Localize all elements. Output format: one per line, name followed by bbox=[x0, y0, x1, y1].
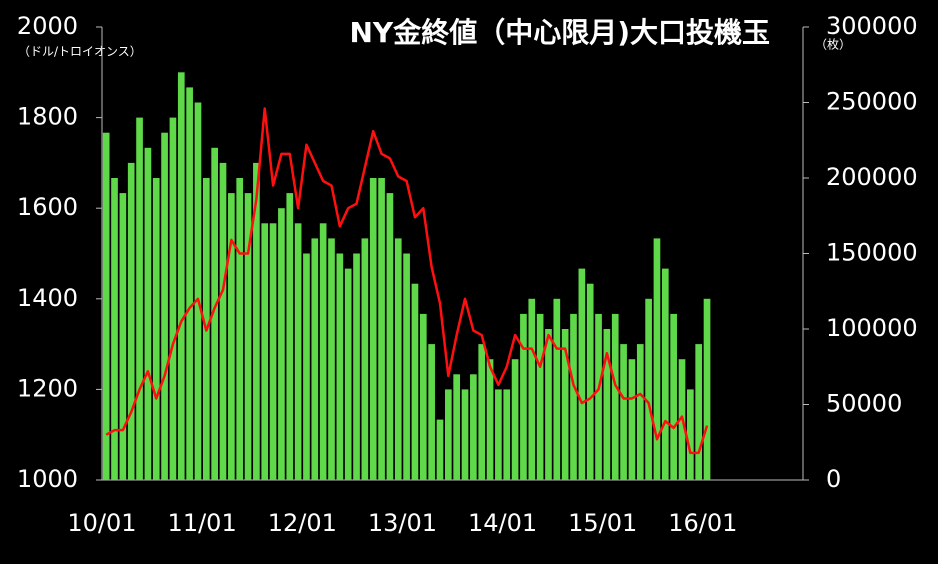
bar bbox=[661, 268, 669, 480]
bar bbox=[278, 208, 285, 480]
bar bbox=[461, 389, 469, 480]
bar bbox=[561, 329, 569, 480]
bar bbox=[570, 313, 577, 480]
bar bbox=[495, 389, 502, 480]
bar bbox=[394, 238, 402, 480]
bar bbox=[403, 253, 410, 480]
x-tick-label: 11/01 bbox=[168, 509, 237, 537]
bar bbox=[253, 162, 260, 480]
bar bbox=[236, 178, 244, 480]
bar bbox=[102, 132, 110, 480]
bar bbox=[186, 87, 193, 481]
bar bbox=[136, 117, 143, 480]
bar bbox=[344, 268, 352, 480]
x-tick-label: 16/01 bbox=[668, 509, 737, 537]
bar bbox=[536, 313, 544, 480]
bar bbox=[603, 329, 611, 480]
x-tick-label: 15/01 bbox=[568, 509, 637, 537]
bar bbox=[511, 359, 519, 480]
bar bbox=[553, 298, 561, 480]
bar bbox=[411, 283, 419, 480]
bar bbox=[111, 178, 118, 480]
bar bbox=[453, 374, 461, 480]
bar bbox=[645, 298, 652, 480]
x-tick-label: 14/01 bbox=[468, 509, 537, 537]
bar bbox=[194, 102, 202, 480]
bar bbox=[144, 147, 152, 481]
bar bbox=[303, 253, 310, 480]
bar bbox=[687, 389, 694, 480]
bar bbox=[261, 223, 269, 481]
y-tick-label: 1200 bbox=[17, 374, 78, 402]
bar bbox=[119, 193, 127, 480]
bar bbox=[444, 389, 452, 480]
bar bbox=[628, 359, 636, 480]
y2-tick-label: 0 bbox=[826, 465, 841, 493]
bar bbox=[353, 253, 360, 480]
bar bbox=[244, 193, 252, 480]
bar bbox=[286, 193, 294, 480]
bar bbox=[578, 268, 586, 480]
bar bbox=[169, 117, 177, 480]
y2-tick-label: 150000 bbox=[826, 239, 918, 267]
bar bbox=[269, 223, 277, 481]
bar bbox=[670, 313, 677, 480]
bar bbox=[294, 223, 302, 481]
y-tick-label: 1000 bbox=[17, 465, 78, 493]
bar bbox=[311, 238, 319, 480]
bar bbox=[528, 298, 536, 480]
bar bbox=[328, 238, 335, 480]
bar bbox=[219, 162, 227, 480]
bar bbox=[336, 253, 344, 480]
bar bbox=[161, 132, 168, 480]
bar bbox=[361, 238, 369, 480]
bar bbox=[177, 72, 185, 481]
y-tick-label: 2000 bbox=[17, 12, 78, 40]
bar bbox=[127, 162, 135, 480]
bar bbox=[520, 313, 527, 480]
line bbox=[105, 107, 709, 455]
y2-tick-label: 100000 bbox=[826, 314, 918, 342]
bar bbox=[545, 329, 552, 480]
y-tick-label: 1400 bbox=[17, 284, 78, 312]
bar bbox=[486, 359, 494, 480]
bar bbox=[319, 223, 327, 481]
bar bbox=[620, 344, 627, 480]
bar bbox=[611, 313, 619, 480]
bar bbox=[695, 344, 703, 480]
x-tick-label: 12/01 bbox=[268, 509, 337, 537]
bar bbox=[386, 193, 394, 480]
bar bbox=[636, 344, 644, 480]
bar bbox=[152, 178, 160, 480]
y-unit: （ドル/トロイオンス） bbox=[18, 45, 142, 59]
y2-tick-label: 50000 bbox=[826, 390, 902, 418]
bar bbox=[595, 313, 602, 480]
bar bbox=[369, 178, 377, 480]
bar bbox=[478, 344, 486, 480]
y2-tick-label: 300000 bbox=[826, 12, 918, 40]
bar bbox=[586, 283, 594, 480]
y2-tick-label: 200000 bbox=[826, 163, 918, 191]
bar bbox=[378, 178, 385, 480]
bar bbox=[653, 238, 661, 480]
y-tick-label: 1800 bbox=[17, 103, 78, 131]
x-tick-label: 10/01 bbox=[67, 509, 136, 537]
y2-tick-label: 250000 bbox=[826, 88, 918, 116]
bar bbox=[503, 389, 511, 480]
bar bbox=[419, 313, 427, 480]
y-tick-label: 1600 bbox=[17, 193, 78, 221]
y2-unit: （枚） bbox=[815, 37, 851, 52]
bar bbox=[211, 147, 218, 481]
x-tick-label: 13/01 bbox=[368, 509, 437, 537]
bar bbox=[703, 298, 711, 480]
bar bbox=[428, 344, 435, 480]
chart-title: NY金終値（中心限月)大口投機玉 bbox=[349, 16, 770, 49]
bar bbox=[228, 193, 235, 480]
bar bbox=[470, 374, 477, 480]
bar bbox=[436, 419, 444, 480]
